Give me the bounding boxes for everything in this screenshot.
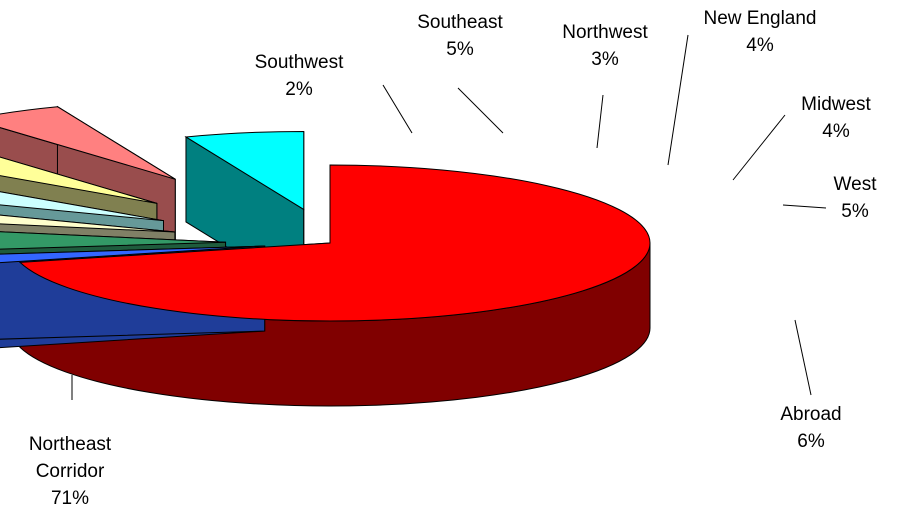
leader-new-england (667, 34, 689, 166)
label-southwest-line-0: Southwest (255, 52, 344, 73)
slice-new-england (0, 191, 164, 222)
label-new-england-line-0: New England (703, 8, 816, 29)
leader-southeast (457, 87, 504, 134)
label-new-england-line-1: 4% (746, 35, 774, 56)
label-abroad-line-1: 6% (797, 431, 825, 452)
label-abroad: Abroad 6% (780, 404, 841, 452)
label-northeast-corridor-line-0: Northeast (29, 434, 112, 455)
label-new-england: New England 4% (703, 8, 816, 56)
leader-abroad (794, 319, 812, 396)
slice-northeast-corridor (18, 164, 651, 322)
slice-abroad (184, 130, 305, 211)
label-northeast-corridor: Northeast Corridor 71% (29, 434, 112, 509)
label-midwest-line-1: 4% (822, 121, 850, 142)
slice-tops (0, 106, 651, 322)
leader-southwest (382, 84, 413, 134)
label-abroad-line-0: Abroad (780, 404, 841, 425)
leader-midwest (732, 114, 786, 181)
label-northwest-line-0: Northwest (562, 22, 648, 43)
label-west-line-1: 5% (841, 201, 869, 222)
label-southeast-line-0: Southeast (417, 12, 503, 33)
label-northwest: Northwest 3% (562, 22, 648, 70)
label-southeast: Southeast 5% (417, 12, 503, 60)
label-northeast-corridor-line-2: 71% (51, 488, 89, 509)
label-southwest: Southwest 2% (255, 52, 344, 100)
slice-midwest (0, 156, 158, 204)
leader-northwest (596, 94, 604, 149)
slice-labels: Northeast Corridor 71% Southwest 2% Southeast… (29, 8, 877, 509)
label-midwest-line-0: Midwest (801, 94, 871, 115)
label-southwest-line-1: 2% (285, 79, 313, 100)
label-northeast-corridor-line-1: Corridor (36, 461, 105, 482)
label-west-line-0: West (834, 174, 878, 195)
label-west: West 5% (834, 174, 878, 222)
slice-northwest (0, 214, 175, 233)
label-southeast-line-1: 5% (446, 39, 474, 60)
slice-west (0, 106, 176, 180)
leader-west (782, 204, 827, 209)
slice-southwest (0, 245, 265, 264)
slice-southeast (0, 231, 226, 250)
label-northwest-line-1: 3% (591, 49, 619, 70)
label-midwest: Midwest 4% (801, 94, 871, 142)
leader-lines (71, 34, 827, 400)
